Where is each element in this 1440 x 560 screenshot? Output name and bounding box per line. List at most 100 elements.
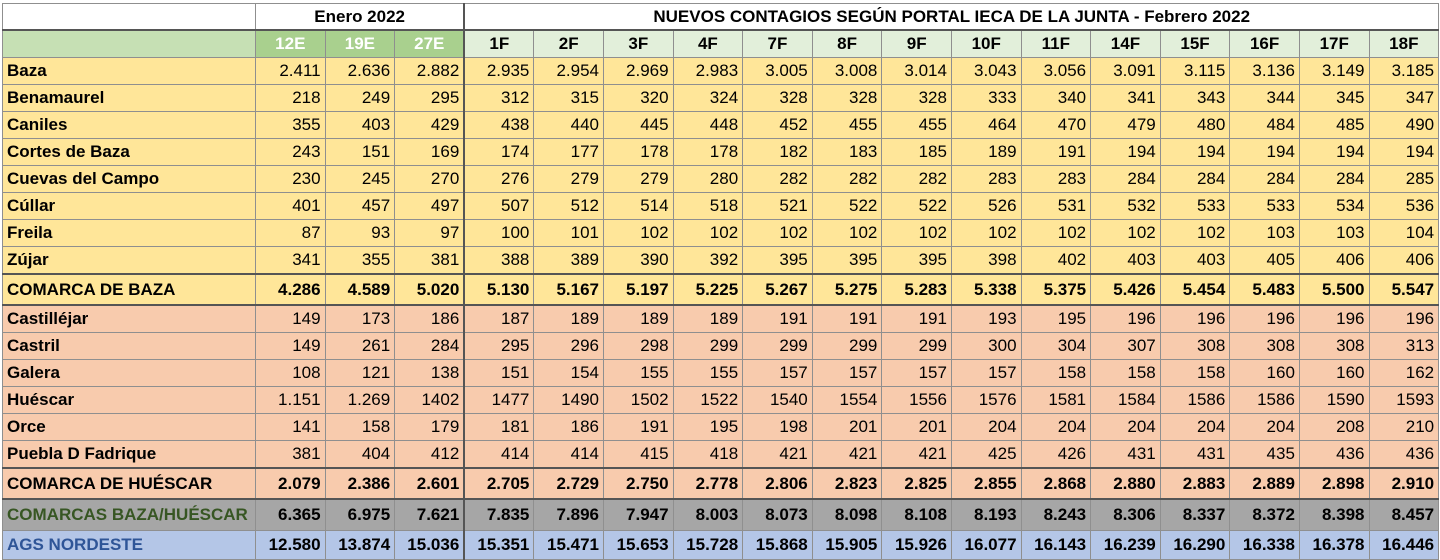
case-count-cell: 300 <box>950 332 1022 360</box>
case-count-cell: 174 <box>463 138 535 166</box>
case-count-cell: 1586 <box>1159 386 1231 414</box>
case-count-cell: 194 <box>1229 138 1300 166</box>
case-count-cell: 313 <box>1368 332 1440 360</box>
municipality-name: Caniles <box>2 111 256 139</box>
case-count-cell: 102 <box>742 219 813 247</box>
case-count-cell: 307 <box>1090 332 1161 360</box>
municipality-row: Orce 141 158 179 181 186 191 195 198 201 201 204 204… <box>2 413 1440 441</box>
case-count-cell: 196 <box>1090 304 1161 333</box>
case-count-cell: 8.306 <box>1090 498 1161 531</box>
case-count-cell: 5.167 <box>533 273 604 306</box>
case-count-cell: 406 <box>1368 246 1440 275</box>
case-count-cell: 261 <box>324 332 396 360</box>
case-count-cell: 418 <box>672 440 744 469</box>
case-count-cell: 455 <box>881 111 952 139</box>
case-count-cell: 355 <box>255 111 326 139</box>
case-count-cell: 328 <box>742 84 813 112</box>
case-count-cell: 8.193 <box>950 498 1022 531</box>
total-row: COMARCA DE HUÉSCAR 2.079 2.386 2.601 2.705 2.… <box>2 467 1440 500</box>
case-count-cell: 2.855 <box>950 467 1022 500</box>
case-count-cell: 333 <box>950 84 1022 112</box>
column-header-7f: 7F <box>742 29 813 58</box>
column-header-2f: 2F <box>533 29 604 58</box>
case-count-cell: 414 <box>463 440 535 469</box>
case-count-cell: 6.365 <box>255 498 326 531</box>
case-count-cell: 187 <box>463 304 535 333</box>
case-count-cell: 436 <box>1298 440 1370 469</box>
case-count-cell: 512 <box>533 192 604 220</box>
column-header-15f: 15F <box>1159 29 1231 58</box>
case-count-cell: 395 <box>881 246 952 275</box>
case-count-cell: 1477 <box>463 386 535 414</box>
case-count-cell: 395 <box>742 246 813 275</box>
case-count-cell: 431 <box>1090 440 1161 469</box>
case-count-cell: 2.411 <box>255 57 326 85</box>
case-count-cell: 2.935 <box>463 57 535 85</box>
column-header-14f: 14F <box>1090 29 1161 58</box>
case-count-cell: 8.337 <box>1159 498 1231 531</box>
case-count-cell: 284 <box>1159 165 1231 193</box>
case-count-cell: 279 <box>602 165 674 193</box>
case-count-cell: 2.729 <box>533 467 604 500</box>
case-count-cell: 6.975 <box>324 498 396 531</box>
case-count-cell: 204 <box>1020 413 1092 441</box>
case-count-cell: 93 <box>324 219 396 247</box>
case-count-cell: 157 <box>950 359 1022 387</box>
case-count-cell: 536 <box>1368 192 1440 220</box>
case-count-cell: 243 <box>255 138 326 166</box>
case-count-cell: 185 <box>881 138 952 166</box>
case-count-cell: 198 <box>742 413 813 441</box>
case-count-cell: 195 <box>672 413 744 441</box>
case-count-cell: 249 <box>324 84 396 112</box>
case-count-cell: 328 <box>881 84 952 112</box>
municipality-name: Puebla D Fadrique <box>2 440 256 469</box>
case-count-cell: 108 <box>255 359 326 387</box>
case-count-cell: 344 <box>1229 84 1300 112</box>
case-count-cell: 534 <box>1298 192 1370 220</box>
municipality-row: Cúllar 401 457 497 507 512 514 518 521 522 522 526 5… <box>2 192 1440 220</box>
case-count-cell: 484 <box>1229 111 1300 139</box>
case-count-cell: 452 <box>742 111 813 139</box>
case-count-cell: 403 <box>1159 246 1231 275</box>
case-count-cell: 3.091 <box>1090 57 1161 85</box>
case-count-cell: 438 <box>463 111 535 139</box>
case-count-cell: 104 <box>1368 219 1440 247</box>
case-count-cell: 308 <box>1298 332 1370 360</box>
case-count-cell: 308 <box>1159 332 1231 360</box>
header-row-months: Enero 2022 NUEVOS CONTAGIOS SEGÚN PORTAL… <box>2 3 1440 31</box>
case-count-cell: 2.983 <box>672 57 744 85</box>
case-count-cell: 2.880 <box>1090 467 1161 500</box>
case-count-cell: 1581 <box>1020 386 1092 414</box>
case-count-cell: 2.705 <box>463 467 535 500</box>
column-header-17f: 17F <box>1298 29 1370 58</box>
case-count-cell: 1.151 <box>255 386 326 414</box>
case-count-cell: 102 <box>672 219 744 247</box>
case-count-cell: 532 <box>1090 192 1161 220</box>
case-count-cell: 2.386 <box>324 467 396 500</box>
case-count-cell: 15.653 <box>602 530 674 560</box>
case-count-cell: 186 <box>533 413 604 441</box>
municipality-row: Huéscar 1.151 1.269 1402 1477 1490 1502 1522 154… <box>2 386 1440 414</box>
case-count-cell: 210 <box>1368 413 1440 441</box>
municipality-row: Zújar 341 355 381 388 389 390 392 395 395 395 398 40… <box>2 246 1440 275</box>
column-header-4f: 4F <box>672 29 744 58</box>
header-corner-cell <box>2 3 256 31</box>
case-count-cell: 392 <box>672 246 744 275</box>
municipality-row: Caniles 355 403 429 438 440 445 448 452 455 455 464… <box>2 111 1440 139</box>
case-count-cell: 5.197 <box>602 273 674 306</box>
case-count-cell: 201 <box>811 413 883 441</box>
case-count-cell: 5.130 <box>463 273 535 306</box>
case-count-cell: 3.005 <box>742 57 813 85</box>
case-count-cell: 177 <box>533 138 604 166</box>
case-count-cell: 343 <box>1159 84 1231 112</box>
case-count-cell: 514 <box>602 192 674 220</box>
case-count-cell: 3.149 <box>1298 57 1370 85</box>
case-count-cell: 390 <box>602 246 674 275</box>
municipality-name: Castril <box>2 332 256 360</box>
case-count-cell: 426 <box>1020 440 1092 469</box>
case-count-cell: 3.014 <box>881 57 952 85</box>
case-count-cell: 1593 <box>1368 386 1440 414</box>
case-count-cell: 5.483 <box>1229 273 1300 306</box>
case-count-cell: 191 <box>811 304 883 333</box>
case-count-cell: 5.338 <box>950 273 1022 306</box>
